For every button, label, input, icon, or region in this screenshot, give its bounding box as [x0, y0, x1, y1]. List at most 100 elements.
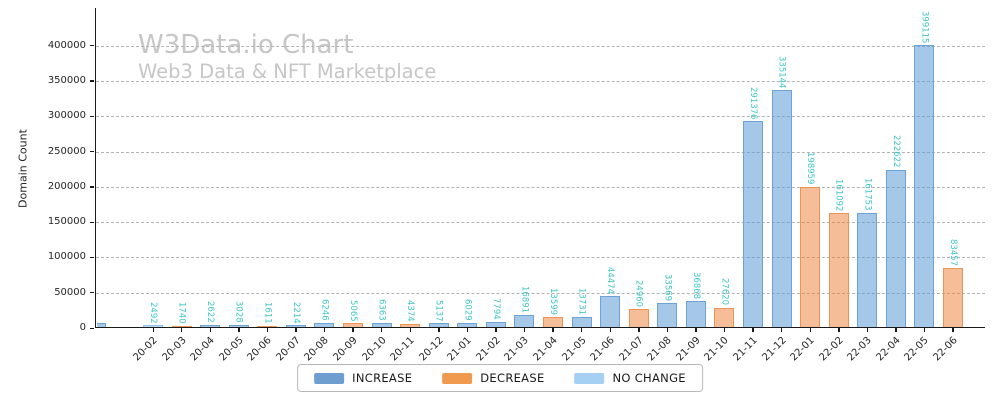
bar-value-label: 24960	[633, 280, 644, 308]
y-tick-label: 150000	[47, 216, 86, 228]
bar-22-06	[943, 268, 963, 327]
x-tick-mark	[523, 328, 526, 332]
bar-value-label: 27620	[719, 278, 730, 306]
bar-22-04	[885, 169, 906, 327]
bar-20-11	[400, 323, 421, 327]
gridline	[96, 80, 985, 82]
bar-value-label: 6029	[462, 299, 473, 321]
x-tick-mark	[638, 328, 640, 332]
x-tick-mark	[581, 328, 583, 332]
y-tick-label: 300000	[47, 110, 86, 122]
y-tick-mark	[90, 45, 94, 47]
legend-item-no-change: NO CHANGE	[574, 371, 686, 385]
y-tick-mark	[90, 186, 94, 188]
gridline	[96, 222, 985, 224]
x-tick-mark	[952, 328, 954, 332]
y-tick-label: 50000	[54, 286, 86, 298]
bar-20-02	[143, 325, 163, 327]
x-tick-mark	[866, 328, 869, 332]
bar-value-label: 161753	[862, 178, 873, 211]
decrease-swatch-icon	[442, 372, 473, 384]
bar-value-label: 1740	[176, 302, 187, 324]
bar-22-01	[800, 186, 821, 327]
bar-value-label: 2492	[148, 301, 158, 324]
legend-label: INCREASE	[352, 371, 413, 385]
x-tick-mark	[809, 328, 811, 332]
bar-value-label: 6246	[319, 298, 330, 321]
y-tick-mark	[90, 292, 94, 294]
bar-20-07	[285, 325, 306, 327]
bar-value-label: 399115	[919, 10, 930, 44]
y-axis-label: Domain Count	[16, 129, 30, 208]
x-tick-mark	[895, 328, 897, 332]
y-tick-mark	[90, 115, 94, 117]
y-tick-label: 200000	[47, 180, 86, 192]
y-tick-label: 350000	[47, 74, 86, 86]
x-tick-mark	[152, 328, 154, 332]
y-tick-mark	[90, 221, 94, 223]
gridline	[96, 257, 985, 259]
bar-value-label: 4374	[405, 300, 416, 322]
plot-area: W3Data.io Chart Web3 Data & NFT Marketpl…	[90, 8, 985, 332]
x-tick-mark	[295, 328, 297, 332]
x-tick-mark	[666, 328, 669, 332]
chart-title: W3Data.io Chart	[138, 30, 354, 60]
x-tick-mark	[381, 328, 383, 332]
bar-value-label: 3028	[233, 301, 244, 323]
bar-value-label: 291376	[748, 86, 758, 120]
bar-21-11	[743, 121, 763, 327]
legend-label: DECREASE	[480, 371, 545, 385]
bar-value-label: 13599	[548, 288, 558, 316]
gridline	[96, 45, 985, 47]
bar-value-label: 222622	[890, 135, 901, 168]
y-tick-mark	[90, 256, 94, 259]
x-tick-mark	[181, 328, 183, 332]
gridline	[96, 292, 985, 294]
y-tick-mark	[90, 151, 94, 153]
y-tick-mark	[90, 80, 94, 82]
y-tick-label: 250000	[47, 145, 86, 157]
x-tick-mark	[438, 328, 440, 332]
bar-20-08	[314, 322, 335, 327]
bar-value-label: 33569	[662, 274, 673, 302]
legend-item-increase: INCREASE	[314, 371, 412, 385]
bar-21-01	[457, 322, 478, 327]
bar-20-03	[171, 325, 192, 327]
legend-label: NO CHANGE	[612, 371, 686, 385]
bar-value-label: 36868	[690, 271, 701, 299]
x-tick-mark	[352, 328, 354, 332]
gridline	[96, 116, 985, 118]
bar-20-10	[371, 322, 392, 327]
legend: INCREASE DECREASE NO CHANGE	[297, 364, 703, 392]
bar-value-label: 335144	[776, 55, 787, 89]
bar-value-label: 2214	[290, 301, 301, 324]
y-tick-label: 400000	[47, 39, 86, 51]
bar-21-08	[657, 303, 678, 327]
x-tick-mark	[409, 328, 411, 332]
bar-22-05	[914, 45, 935, 327]
bar-value-label: 5065	[348, 299, 358, 322]
x-tick-mark	[495, 328, 497, 332]
bar-value-label: 5137	[433, 299, 444, 322]
bar-21-04	[543, 317, 563, 327]
legend-item-decrease: DECREASE	[442, 371, 544, 385]
bar-21-12	[771, 90, 792, 327]
bar-21-06	[600, 295, 621, 327]
bar-21-10	[714, 307, 735, 327]
clipped-edge-bar	[96, 322, 106, 327]
y-tick-mark	[90, 327, 94, 329]
bar-value-label: 6363	[376, 298, 387, 321]
bar-20-12	[428, 323, 449, 327]
bar-21-02	[485, 321, 506, 327]
x-tick-mark	[266, 328, 269, 332]
gridline	[96, 186, 985, 188]
bar-21-07	[628, 309, 649, 327]
bar-20-05	[228, 324, 249, 327]
bar-value-label: 13731	[576, 288, 587, 316]
bar-22-03	[857, 212, 878, 327]
bar-21-05	[571, 317, 592, 327]
x-tick-mark	[752, 328, 754, 332]
bar-21-09	[685, 301, 706, 327]
x-tick-mark	[552, 328, 554, 332]
